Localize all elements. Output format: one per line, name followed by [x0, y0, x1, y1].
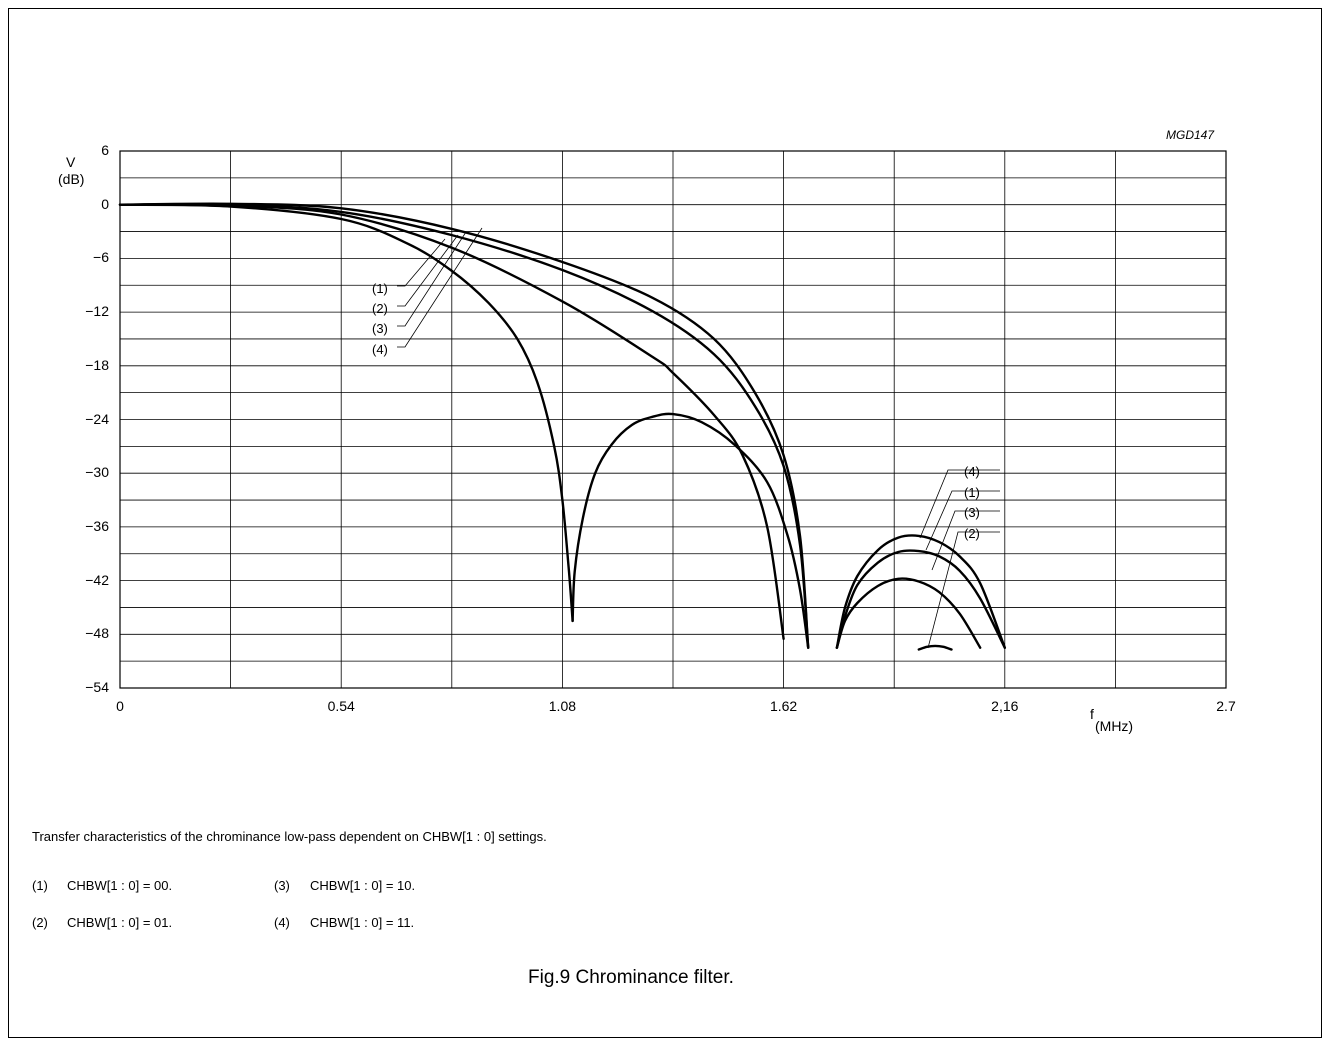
y-tick-label: 0 [101, 195, 109, 212]
curve-4-segment [118, 203, 574, 623]
x-tick-label: 1.62 [769, 698, 798, 714]
right-callout-label: (2) [964, 526, 980, 541]
y-tick-label: −48 [85, 625, 109, 642]
x-tick-label: 2,16 [991, 698, 1019, 714]
plot-border [119, 150, 1227, 689]
legend-number: (3) [274, 878, 290, 893]
right-callout-label: (4) [964, 464, 980, 479]
curve-1-segment [835, 549, 1006, 649]
curve-4-segment [571, 412, 810, 649]
x-tick-label: 1.08 [548, 698, 577, 714]
left-callout-leader [397, 227, 483, 348]
curve-1-segment [118, 202, 810, 649]
right-callout-leader [919, 469, 1000, 539]
right-callout-leader [931, 510, 1000, 571]
y-tick-label: −42 [85, 571, 109, 588]
legend-text: CHBW[1 : 0] = 00. [67, 878, 173, 893]
left-callout-leader [397, 234, 459, 307]
curve-2-segment [118, 202, 810, 649]
curve-3-segment [835, 577, 982, 649]
callout-leaders [397, 227, 1000, 649]
left-callout-label: (2) [372, 301, 388, 316]
curve-3-segment [118, 203, 785, 640]
left-callout-label: (4) [372, 342, 388, 357]
x-tick-label: 2.7 [1216, 698, 1236, 714]
y-tick-label: −6 [93, 249, 109, 266]
x-axis-label-symbol: f [1090, 706, 1094, 722]
y-tick-label: −54 [85, 679, 109, 695]
legend-number: (4) [274, 915, 290, 930]
response-curves [118, 202, 1006, 651]
y-tick-label: −12 [85, 303, 109, 320]
left-callout-label: (3) [372, 321, 388, 336]
x-tick-label: 0.54 [327, 698, 355, 714]
caption-description: Transfer characteristics of the chromina… [32, 829, 547, 844]
y-tick-label: −18 [85, 356, 109, 373]
legend-number: (2) [32, 915, 48, 930]
curve-2-segment [917, 644, 953, 651]
right-callout-leader [927, 531, 1000, 649]
y-tick-label: −30 [85, 464, 109, 481]
x-axis-label-unit: (MHz) [1095, 718, 1134, 734]
legend-number: (1) [32, 878, 48, 893]
right-callout-leader [925, 490, 1000, 551]
curve-4-segment [835, 534, 1006, 649]
figure-title: Fig.9 Chrominance filter. [528, 967, 734, 988]
y-tick-label: 6 [101, 142, 109, 158]
grid-lines [119, 150, 1227, 689]
legend-text: CHBW[1 : 0] = 01. [67, 915, 173, 930]
x-tick-label: 0 [116, 698, 124, 714]
y-tick-label: −36 [85, 517, 109, 534]
y-axis-label-symbol: V [66, 154, 76, 170]
y-tick-label: −24 [85, 410, 109, 427]
figure-code: MGD147 [1166, 128, 1215, 142]
left-callout-label: (1) [372, 281, 388, 296]
legend-text: CHBW[1 : 0] = 10. [310, 878, 416, 893]
right-callout-label: (3) [964, 505, 980, 520]
right-callout-label: (1) [964, 485, 980, 500]
y-axis-label-unit: (dB) [58, 171, 85, 187]
legend-text: CHBW[1 : 0] = 11. [310, 915, 415, 930]
left-callout-leader [397, 238, 446, 287]
left-callout-leader [397, 231, 467, 327]
